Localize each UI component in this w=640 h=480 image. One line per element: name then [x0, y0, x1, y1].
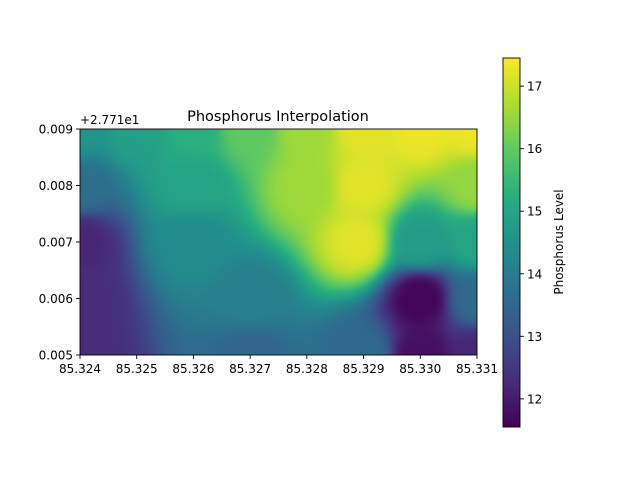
y-axis: 0.005 0.006 0.007 0.008 0.009: [39, 123, 80, 363]
y-tick-label: 0.005: [39, 349, 73, 363]
x-tick-label: 85.330: [399, 362, 441, 376]
colorbar-gradient: [503, 58, 520, 427]
x-axis: 85.324 85.325 85.326 85.327 85.328 85.329 85.3…: [59, 355, 498, 376]
colorbar-tick-label: 14: [527, 267, 542, 281]
colorbar-label: Phosphorus Level: [552, 189, 566, 294]
x-tick-label: 85.327: [229, 362, 271, 376]
colorbar-ticks: 12 13 14 15 16 17: [520, 80, 542, 406]
x-tick-label: 85.325: [116, 362, 158, 376]
colorbar-tick-label: 12: [527, 392, 542, 406]
heatmap-image: [80, 129, 477, 355]
x-tick-label: 85.328: [286, 362, 328, 376]
x-tick-label: 85.326: [172, 362, 214, 376]
y-tick-label: 0.007: [39, 236, 73, 250]
colorbar-tick-label: 16: [527, 142, 542, 156]
y-tick-label: 0.009: [39, 123, 73, 137]
x-tick-label: 85.324: [59, 362, 101, 376]
colorbar: 12 13 14 15 16 17 Phosphorus Level: [502, 57, 566, 428]
colorbar-frame: [502, 57, 521, 428]
x-tick-label: 85.331: [456, 362, 498, 376]
chart-title: Phosphorus Interpolation: [187, 109, 369, 125]
y-tick-label: 0.008: [39, 179, 73, 193]
colorbar-tick-label: 15: [527, 205, 542, 219]
y-tick-label: 0.006: [39, 292, 73, 306]
x-tick-label: 85.329: [343, 362, 385, 376]
colorbar-tick-label: 13: [527, 330, 542, 344]
colorbar-tick-label: 17: [527, 80, 542, 94]
y-offset-label: +2.771e1: [80, 113, 139, 127]
plot-area: [79, 128, 478, 356]
